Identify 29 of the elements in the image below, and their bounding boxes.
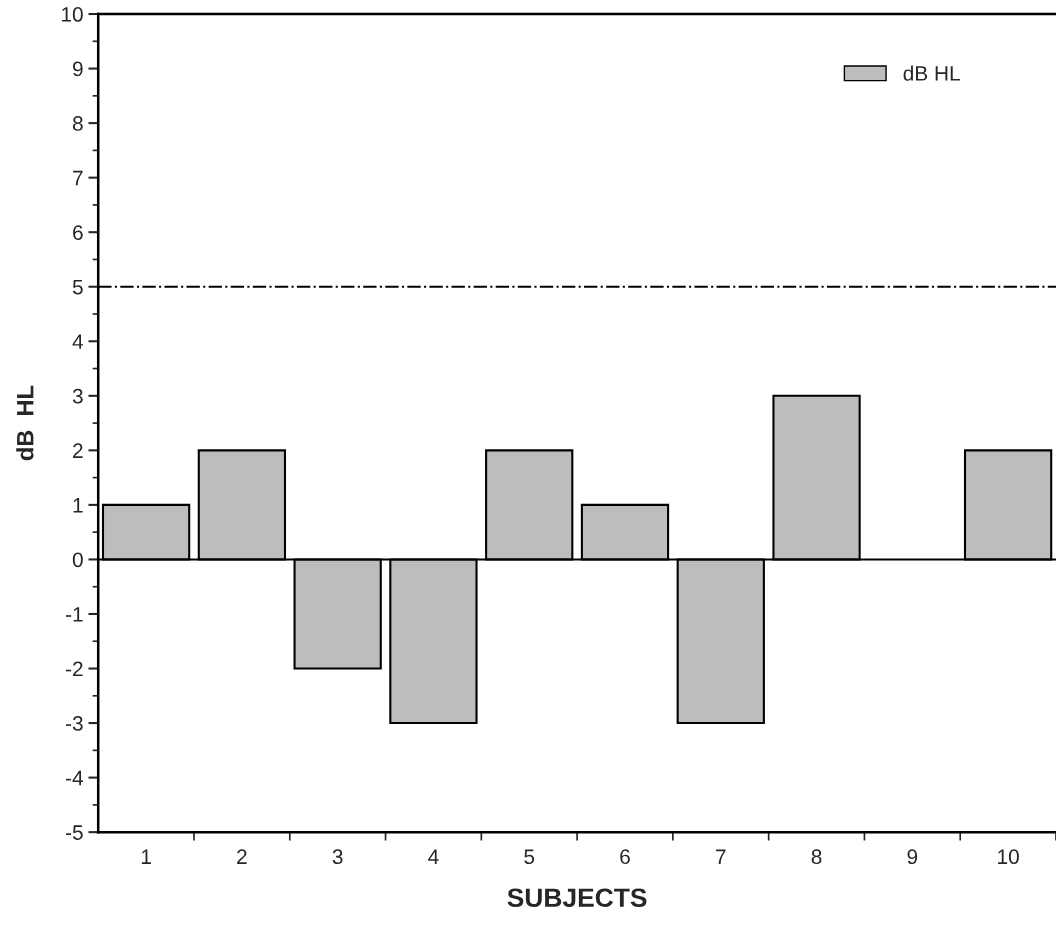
y-tick-label: 2 xyxy=(73,443,83,458)
y-tick-label: 1 xyxy=(73,498,83,513)
y-tick-label: 3 xyxy=(72,388,83,404)
x-tick-label: 7 xyxy=(716,849,726,864)
y-tick-label: 10 xyxy=(62,7,83,22)
y-tick-label: -3 xyxy=(66,716,83,731)
y-tick-label: -5 xyxy=(66,825,83,840)
x-axis-title: SUBJECTS xyxy=(507,888,647,908)
y-tick-label: 6 xyxy=(73,225,83,240)
x-tick-label: 2 xyxy=(237,849,247,864)
x-tick-label: 4 xyxy=(428,849,439,864)
legend-label: dB HL xyxy=(903,65,960,81)
y-tick-label: 8 xyxy=(72,116,83,131)
x-tick-label: 10 xyxy=(998,849,1019,865)
y-tick-label: 0 xyxy=(72,552,83,568)
y-tick-label: -4 xyxy=(66,770,84,786)
x-tick-label: 8 xyxy=(811,849,822,865)
x-tick-label: 3 xyxy=(332,849,343,865)
y-tick-label: 9 xyxy=(73,61,83,77)
x-tick-label: 6 xyxy=(620,849,630,865)
x-tick-label: 1 xyxy=(141,849,151,864)
y-tick-label: -1 xyxy=(66,607,83,622)
x-tick-label: 9 xyxy=(907,849,918,865)
y-tick-label: 4 xyxy=(72,334,84,349)
y-tick-label: 7 xyxy=(73,170,83,186)
x-tick-label: 5 xyxy=(524,849,535,865)
y-tick-label: 5 xyxy=(72,279,83,295)
y-axis-title: dB HL xyxy=(16,385,34,461)
y-tick-label: -2 xyxy=(66,661,83,677)
